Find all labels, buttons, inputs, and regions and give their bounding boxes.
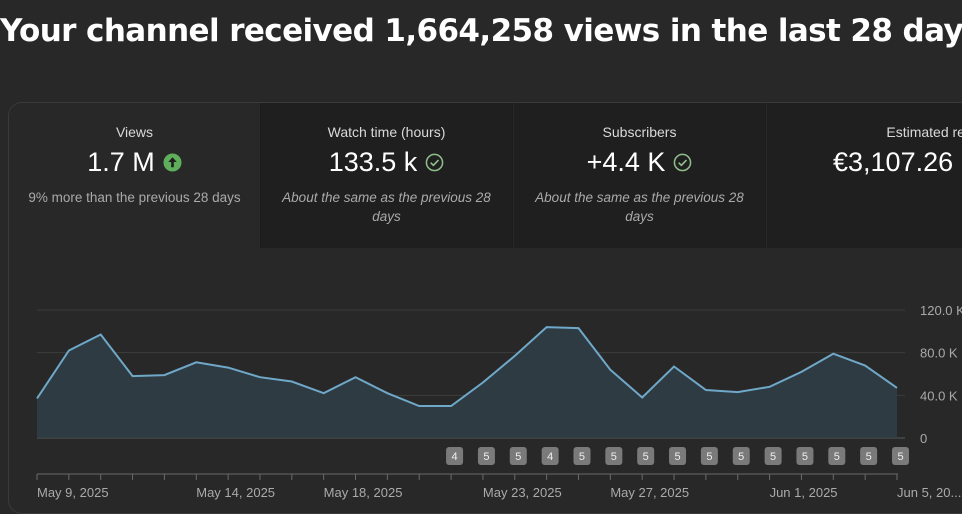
metric-value: 133.5 k [328,147,418,177]
check-icon [674,153,692,172]
badge-count: 5 [643,451,649,463]
badge-count: 5 [802,451,808,463]
badge-count: 4 [452,451,458,463]
upload-badge[interactable]: 5 [637,447,655,465]
metric-label: Views [115,124,154,140]
x-tick-label: Jun 1, 2025 [770,485,838,500]
metric-label: Watch time (hours) [327,124,446,140]
x-tick-label: May 14, 2025 [196,485,275,500]
y-tick-label: 40.0 K [920,388,958,403]
up-arrow-icon [163,153,182,172]
metric-value: +4.4 K [586,147,666,177]
metric-tab-subscribers[interactable]: Subscribers +4.4 K About the same as the… [514,103,766,248]
badge-count: 5 [706,451,712,463]
metric-tab-watch-time[interactable]: Watch time (hours) 133.5 k About the sam… [261,103,513,248]
badge-count: 5 [483,451,489,463]
y-tick-label: 120.0 K [920,303,962,318]
upload-badge[interactable]: 4 [446,447,464,465]
metric-note: 9% more than the previous 28 days [28,190,241,205]
x-tick-label: May 18, 2025 [324,485,403,500]
check-icon [425,153,444,172]
upload-badge[interactable]: 5 [509,447,527,465]
upload-badge[interactable]: 5 [477,447,495,465]
page-headline: Your channel received 1,664,258 views in… [0,13,962,49]
metric-note: About the same as the previous 28 days [535,190,744,224]
upload-badge[interactable]: 5 [573,447,591,465]
metric-value-row: 133.5 k [261,147,512,178]
badge-count: 5 [897,451,903,463]
upload-badge[interactable]: 5 [796,447,814,465]
badge-count: 5 [770,451,776,463]
upload-badge[interactable]: 5 [892,447,909,465]
x-tick-label: May 27, 2025 [610,485,689,500]
upload-badge[interactable]: 5 [828,447,846,465]
metric-value-row: 1.7 M [9,147,260,178]
badge-count: 5 [579,451,585,463]
upload-badge[interactable]: 5 [700,447,718,465]
badge-count: 5 [515,451,521,463]
badge-count: 5 [834,451,840,463]
badge-count: 5 [738,451,744,463]
badge-count: 5 [674,451,680,463]
upload-badge[interactable]: 5 [732,447,750,465]
chart-area [37,327,897,438]
upload-badge[interactable]: 4 [541,447,559,465]
metric-value-row: €3,107.26 [767,147,962,178]
analytics-card: Views 1.7 M 9% more than the previous 28… [8,102,962,514]
upload-badge[interactable]: 5 [605,447,623,465]
metric-label: Estimated revenue [886,124,962,140]
metric-label-row: Estimated revenue [767,124,962,140]
badge-count: 4 [547,451,553,463]
upload-badge[interactable]: 5 [669,447,687,465]
metric-value-row: +4.4 K [514,147,765,178]
upload-badge[interactable]: 5 [860,447,878,465]
metric-label: Subscribers [602,124,677,140]
x-tick-label: May 23, 2025 [483,485,562,500]
metric-note: About the same as the previous 28 days [282,190,491,224]
y-tick-label: 0 [920,431,927,446]
metric-value: €3,107.26 [833,147,954,177]
upload-badge[interactable]: 5 [764,447,782,465]
x-tick-label: May 9, 2025 [37,485,109,500]
metric-tabs: Views 1.7 M 9% more than the previous 28… [9,103,962,248]
badge-count: 5 [866,451,872,463]
metric-value: 1.7 M [87,147,155,177]
chart-line [36,326,898,407]
metric-tab-revenue[interactable]: Estimated revenue €3,107.26 [767,103,962,248]
y-tick-label: 80.0 K [920,346,958,361]
badge-count: 5 [611,451,617,463]
x-tick-label: Jun 5, 20... [897,485,961,500]
metric-tab-views[interactable]: Views 1.7 M 9% more than the previous 28… [9,103,261,248]
